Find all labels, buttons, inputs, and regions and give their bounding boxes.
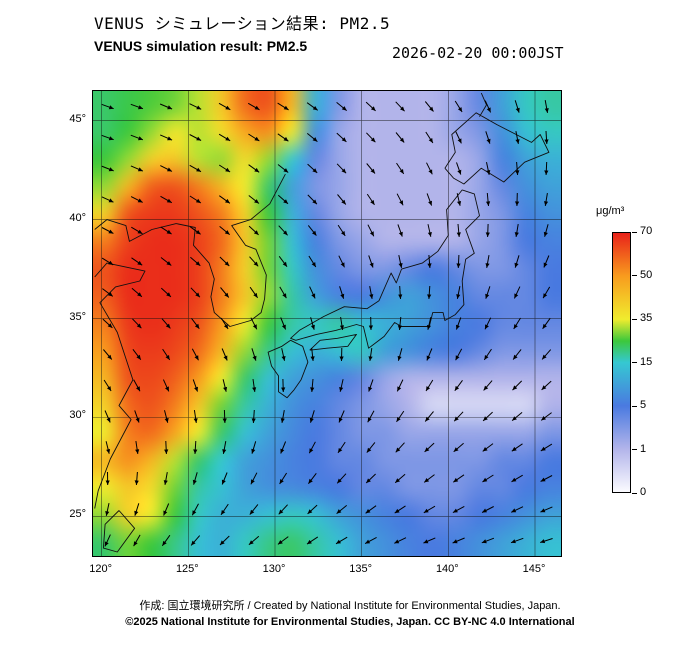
lon-tick-label: 135° [349,563,373,575]
wind-arrow-heads [104,105,549,547]
lon-tick-label: 120° [89,563,113,575]
title-english: VENUS simulation result: PM2.5 [94,38,308,54]
colorbar-tick-mark [632,275,637,276]
pm25-concentration-field [93,91,561,556]
map-plot [92,90,562,557]
lon-tick-label: 125° [175,563,199,575]
map-overlay [93,91,561,556]
colorbar-tick-label: 5 [640,399,647,411]
lat-tick-label: 30° [69,409,86,422]
lat-tick-label: 35° [69,310,86,323]
colorbar-tick-mark [632,231,637,233]
colorbar-tick-mark [632,492,637,494]
colorbar-tick-label: 15 [640,355,653,368]
timestamp: 2026-02-20 00:00JST [392,44,564,62]
colorbar-tick-mark [632,449,637,450]
credit-line: 作成: 国立環境研究所 / Created by National Instit… [139,600,561,612]
lon-tick-label: 145° [522,563,546,575]
lat-tick-label: 40° [69,211,86,224]
wind-arrow-shafts [101,100,553,547]
title-japanese: VENUS シミュレーション結果: PM2.5 [94,14,391,33]
colorbar: μg/m³ 70 50 35 15 5 1 0 [596,205,698,505]
colorbar-tick-mark [632,318,637,320]
lon-tick-label: 140° [435,563,459,575]
coastlines [94,92,550,553]
colorbar-tick-label: 35 [640,312,653,324]
lat-tick-label: 45° [69,112,86,125]
colorbar-unit-label: μg/m³ [596,205,625,217]
lat-tick-label: 25° [69,508,86,521]
colorbar-tick-label: 0 [640,486,647,498]
colorbar-tick-label: 70 [640,225,653,237]
colorbar-tick-label: 50 [640,268,653,281]
colorbar-tick-mark [632,362,637,363]
colorbar-tick-label: 1 [640,442,647,455]
graticule-lines [93,91,561,556]
lon-tick-label: 130° [262,563,286,575]
license-line: ©2025 National Institute for Environment… [125,616,575,628]
colorbar-gradient [612,232,631,493]
colorbar-tick-mark [632,405,637,407]
